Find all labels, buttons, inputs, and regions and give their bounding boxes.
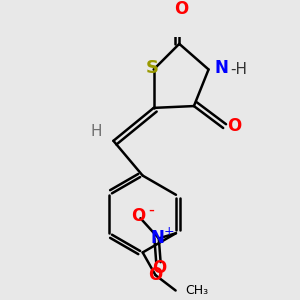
Text: O: O <box>148 266 163 284</box>
Text: N: N <box>214 58 228 76</box>
Text: H: H <box>91 124 102 139</box>
Text: -: - <box>148 201 154 219</box>
Text: -H: -H <box>230 62 248 77</box>
Text: O: O <box>227 117 241 135</box>
Text: N: N <box>150 230 164 247</box>
Text: S: S <box>145 58 158 76</box>
Text: CH₃: CH₃ <box>185 284 208 297</box>
Text: O: O <box>174 0 188 18</box>
Text: +: + <box>164 225 174 238</box>
Text: O: O <box>152 259 166 277</box>
Text: O: O <box>131 207 146 225</box>
